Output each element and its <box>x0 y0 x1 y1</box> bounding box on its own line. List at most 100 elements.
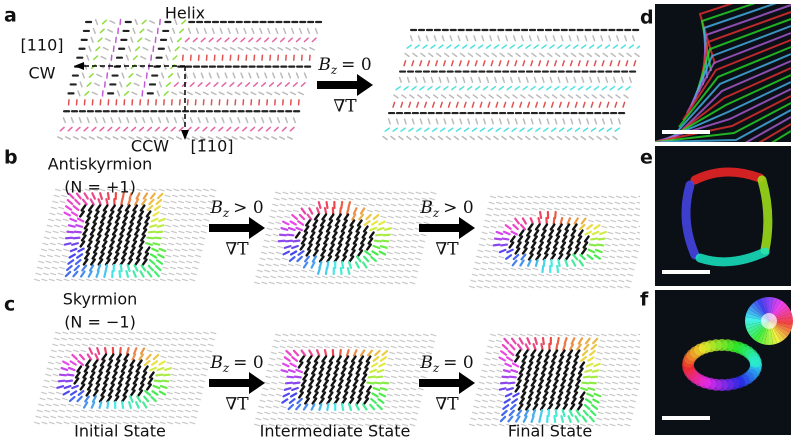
spin <box>299 417 306 421</box>
spin <box>366 417 373 421</box>
spin <box>519 333 526 337</box>
spin <box>283 356 291 362</box>
spin <box>580 44 587 49</box>
spin <box>484 357 491 361</box>
spin <box>356 333 363 337</box>
spin <box>242 91 249 96</box>
spin <box>146 415 153 419</box>
spin <box>591 267 598 271</box>
spin <box>93 278 100 282</box>
spin <box>158 331 165 335</box>
spin <box>100 421 107 425</box>
spin <box>603 417 610 421</box>
spin <box>321 355 328 363</box>
spin <box>54 367 60 371</box>
spin <box>202 367 208 371</box>
spin <box>423 221 430 225</box>
spin <box>299 243 306 251</box>
spin <box>316 345 323 349</box>
spin <box>561 235 568 243</box>
spin <box>169 236 176 240</box>
spin <box>628 375 635 379</box>
spin <box>171 403 178 407</box>
spin <box>109 383 115 391</box>
spin <box>369 403 376 411</box>
spin <box>495 267 502 271</box>
spin <box>146 204 154 212</box>
spin <box>438 44 444 49</box>
spin <box>298 213 306 221</box>
spin <box>78 117 82 124</box>
spin <box>269 245 276 249</box>
spin <box>579 361 586 369</box>
spin <box>578 223 586 231</box>
spin <box>357 391 364 399</box>
spin <box>104 343 110 347</box>
spin <box>74 343 81 347</box>
spin <box>282 392 291 398</box>
spin <box>480 237 487 241</box>
spin <box>354 261 360 269</box>
spin <box>386 363 393 367</box>
spin <box>499 415 507 423</box>
spin <box>118 117 122 124</box>
spin <box>192 266 199 270</box>
spin <box>593 392 602 398</box>
spin <box>328 355 335 363</box>
spin <box>534 223 541 231</box>
spin <box>41 248 47 252</box>
spin <box>295 197 302 201</box>
spin <box>199 136 206 140</box>
spin <box>405 375 412 379</box>
spin <box>485 279 492 283</box>
spin <box>595 387 602 391</box>
spin <box>569 85 576 91</box>
spin <box>135 365 142 373</box>
spin <box>345 207 350 215</box>
spin <box>482 85 489 91</box>
spin <box>286 233 295 237</box>
spin <box>596 279 603 283</box>
spin <box>288 339 295 343</box>
spin <box>297 220 305 226</box>
spin <box>528 423 535 427</box>
spin <box>85 359 91 367</box>
spin <box>396 209 403 213</box>
spin <box>239 136 246 140</box>
spin <box>627 411 634 415</box>
spin <box>534 259 539 267</box>
spin <box>546 85 552 91</box>
spin <box>284 381 294 385</box>
scale-bar <box>662 270 710 274</box>
spin <box>467 52 474 58</box>
spin <box>466 60 470 67</box>
component: z <box>432 361 440 375</box>
spin <box>532 343 537 351</box>
spin <box>292 275 299 279</box>
spin <box>580 135 587 141</box>
spin <box>389 351 396 355</box>
spin <box>237 46 244 51</box>
spin <box>126 264 131 272</box>
spin <box>192 409 199 413</box>
transition-arrow-head <box>249 372 265 394</box>
spin <box>286 375 295 379</box>
spin <box>612 273 619 277</box>
spin <box>392 339 398 343</box>
spin <box>518 367 525 375</box>
spin <box>521 355 528 363</box>
spin <box>597 273 604 277</box>
spin <box>352 349 358 357</box>
spin <box>589 409 597 417</box>
spin <box>382 233 391 237</box>
spin <box>552 216 556 226</box>
spin <box>628 76 632 83</box>
spin <box>284 215 291 219</box>
spin <box>542 101 547 108</box>
spin <box>134 117 138 124</box>
spin <box>277 239 286 243</box>
spin <box>401 94 407 99</box>
spin <box>631 225 637 229</box>
spin <box>522 85 528 91</box>
spin <box>155 409 162 413</box>
